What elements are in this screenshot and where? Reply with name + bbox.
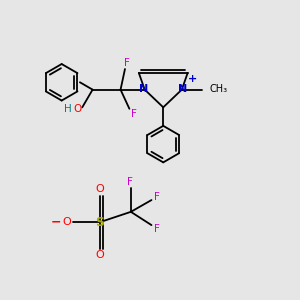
Text: F: F [124,58,129,68]
Text: CH₃: CH₃ [210,84,228,94]
Text: F: F [154,191,160,202]
Text: O: O [63,217,71,226]
Text: F: F [127,177,133,188]
Text: F: F [131,109,137,119]
Text: S: S [95,216,104,229]
Text: O: O [74,104,82,114]
Text: F: F [154,224,160,234]
Text: N: N [178,84,187,94]
Text: O: O [96,184,104,194]
Text: O: O [96,250,104,260]
Text: N: N [140,84,149,94]
Text: H: H [64,104,71,114]
Text: +: + [188,74,198,84]
Text: −: − [51,215,62,228]
